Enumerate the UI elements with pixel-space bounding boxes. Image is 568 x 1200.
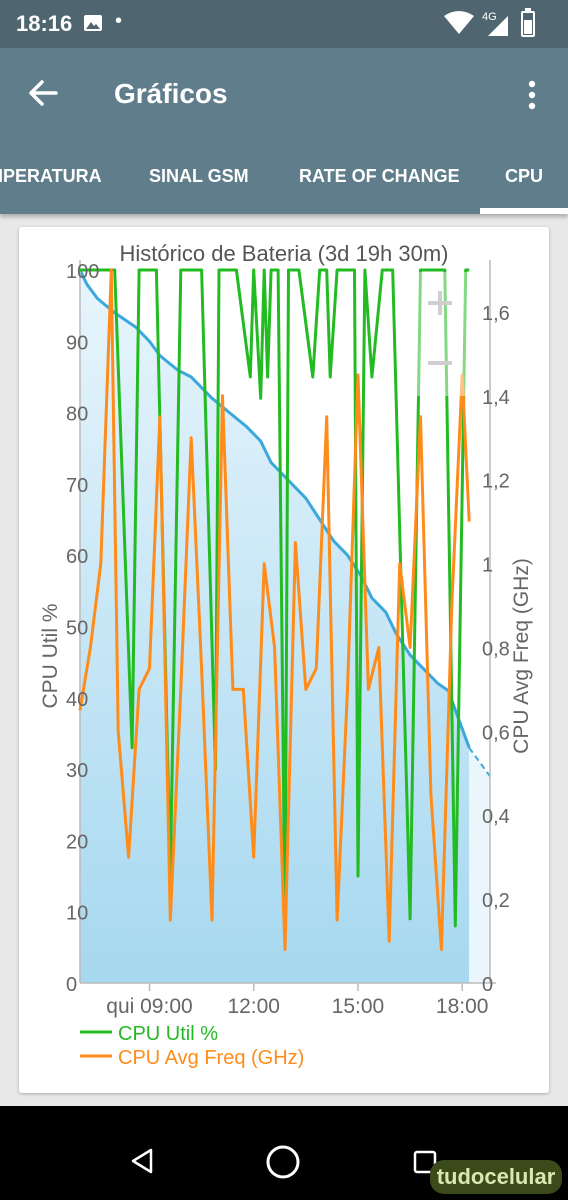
- arrow-back-icon[interactable]: [26, 76, 60, 110]
- y2-tick-label: 1: [482, 555, 493, 577]
- y2-tick-label: 0,8: [482, 638, 510, 660]
- tab-cpu[interactable]: CPU: [505, 166, 544, 186]
- battery-projection-line: [468, 747, 491, 777]
- tab-sinal-gsm[interactable]: SINAL GSM: [149, 166, 249, 186]
- legend-label-cpu-util: CPU Util %: [118, 1023, 218, 1045]
- zoom-out-icon[interactable]: [428, 361, 452, 365]
- y-tick-label: 0: [66, 974, 77, 996]
- chart-title: Histórico de Bateria (3d 19h 30m): [119, 241, 449, 266]
- app-bar: Gráficos: [0, 48, 568, 142]
- y-tick-label: 90: [66, 332, 88, 354]
- x-tick-label: 18:00: [436, 995, 489, 1018]
- x-tick-label: qui 09:00: [106, 995, 192, 1018]
- y-tick-label: 70: [66, 475, 88, 497]
- watermark-logo: tudocelular: [430, 1160, 562, 1194]
- status-icons: 4G: [444, 8, 535, 37]
- y2-tick-label: 1,6: [482, 303, 510, 325]
- y-tick-label: 40: [66, 689, 88, 711]
- zoom-in-icon[interactable]: [428, 291, 452, 315]
- y2-tick-label: 1,4: [482, 387, 510, 409]
- y2-tick-label: 0,6: [482, 722, 510, 744]
- y-tick-label: 50: [66, 618, 88, 640]
- y2-axis-label: CPU Avg Freq (GHz): [510, 558, 533, 754]
- x-tick-label: 12:00: [227, 995, 280, 1018]
- legend-label-cpu-freq: CPU Avg Freq (GHz): [118, 1047, 304, 1069]
- series-line-cpu-freq: [78, 268, 471, 951]
- y-tick-label: 80: [66, 404, 88, 426]
- y2-tick-label: 0: [482, 974, 493, 996]
- y-tick-label: 10: [66, 903, 88, 925]
- y-axis-label: CPU Util %: [39, 603, 62, 708]
- tab-temperatura[interactable]: IPERATURA: [0, 166, 102, 186]
- battery-projection-fill: [469, 747, 490, 983]
- battery-icon: [521, 8, 535, 37]
- wifi-icon: [444, 11, 474, 34]
- chart-ticks: 0 10 20 30 40 50 60 70 80 90 100 0 0,2 0,4 0,6 0,8 1 1,2 1…: [66, 261, 510, 1018]
- navigation-bar: tudocelular: [0, 1106, 568, 1200]
- nav-back-icon[interactable]: [130, 1148, 154, 1174]
- y2-tick-label: 0,4: [482, 806, 510, 828]
- tab-bar: IPERATURA SINAL GSM RATE OF CHANGE CPU: [0, 142, 568, 214]
- status-time: 18:16: [16, 11, 73, 36]
- chart-axis-labels: CPU Util % CPU Avg Freq (GHz): [39, 558, 533, 754]
- chart-series: [78, 268, 471, 951]
- notification-dot-icon: •: [115, 10, 123, 32]
- y2-tick-label: 0,2: [482, 890, 510, 912]
- status-bar: 18:16 • 4G: [0, 0, 568, 48]
- page-title: Gráficos: [114, 78, 228, 109]
- x-tick-label: 15:00: [332, 995, 385, 1018]
- y-tick-label: 30: [66, 760, 88, 782]
- tab-rate-of-change[interactable]: RATE OF CHANGE: [299, 166, 460, 186]
- signal-icon: [488, 16, 508, 36]
- network-type-label: 4G: [482, 11, 497, 23]
- y-tick-label: 60: [66, 546, 88, 568]
- tab-selected-indicator: [480, 208, 568, 214]
- more-vert-icon[interactable]: [522, 78, 542, 112]
- y-tick-label: 20: [66, 831, 88, 853]
- chart-legend: CPU Util % CPU Avg Freq (GHz): [80, 1023, 304, 1069]
- y2-tick-label: 1,2: [482, 471, 510, 493]
- y-tick-label: 100: [66, 261, 99, 283]
- image-notification-icon: [84, 15, 102, 31]
- zoom-controls: [410, 272, 470, 396]
- nav-home-icon[interactable]: [265, 1144, 301, 1180]
